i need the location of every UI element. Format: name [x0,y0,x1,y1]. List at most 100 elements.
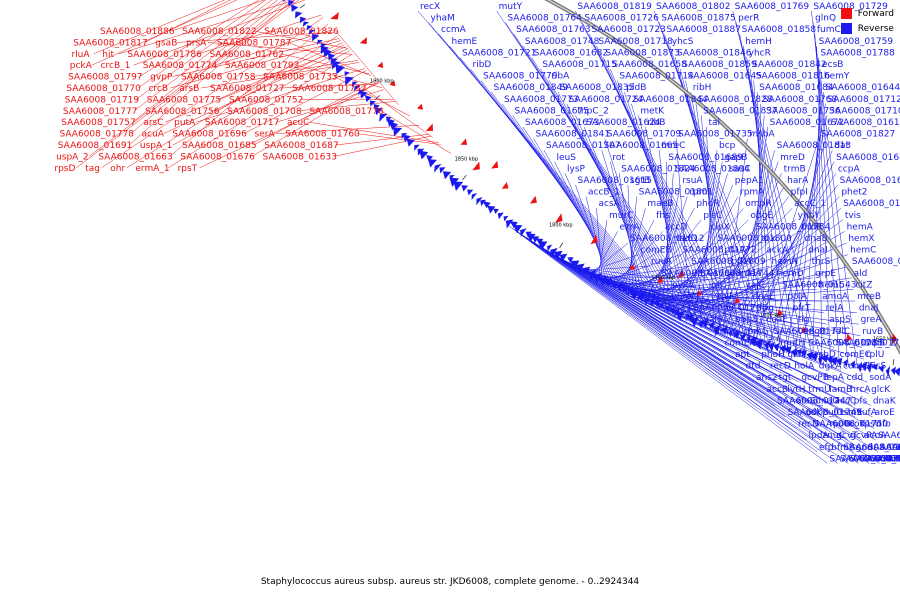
reverse-leader-line [649,196,688,306]
reverse-gene-arrow [308,29,316,35]
reverse-gene-label: ruvB [862,327,883,337]
reverse-leader-line [669,45,764,347]
forward-gene-label: SAA6008_01676 [180,152,255,162]
tick-mark [559,242,564,249]
reverse-gene-label: SAA6008_01665 [604,141,678,151]
reverse-gene-arrow [357,89,365,96]
forward-gene-label: SAA6008_01708 [227,107,302,117]
reverse-gene-arrow [637,294,645,302]
reverse-gene-label: polA [787,292,808,302]
reverse-leader-line [622,208,646,293]
reverse-gene-label: yhcS [672,37,694,47]
tick-label: 1650 kbp [873,336,897,342]
reverse-leader-line [756,103,761,345]
reverse-gene-label: SAA6008_01837 [703,106,777,116]
reverse-gene-label: SAA6008_01788 [820,48,895,58]
reverse-gene-label: SAA6008_01813 [777,141,851,151]
reverse-gene-label: accB [767,385,789,395]
reverse-gene-arrow [754,338,764,350]
reverse-gene-label: SAA6008_01827 [821,130,895,140]
reverse-gene-label: ackA [766,246,789,256]
reverse-gene-arrow [316,39,323,45]
reverse-leader-line [675,138,692,323]
reverse-gene-arrow [375,107,383,116]
reverse-gene-label: ribD [473,60,492,70]
reverse-leader-line [596,208,603,283]
reverse-gene-label: yhaM [431,14,455,24]
reverse-gene-arrow [426,155,434,162]
reverse-gene-label: gcvT [836,431,858,441]
reverse-gene-arrow [554,250,563,261]
reverse-gene-label: gcvPA [850,431,878,441]
reverse-gene-label: SAA6008_01624 [586,118,661,128]
reverse-gene-label: SAA6008_01801 [639,188,713,198]
forward-gene-label: SAA6008_01886 [100,27,175,37]
reverse-gene-label: SAA6008_01723 [591,25,665,35]
reverse-gene-arrow [480,199,487,207]
reverse-gene-arrow [673,309,680,316]
reverse-gene-label: recD [770,362,791,372]
forward-gene-arrow [845,333,852,343]
reverse-gene-label: SAA6008_01859 [682,60,757,70]
reverse-leader-line [575,184,612,287]
reverse-gene-label: SAA6008_01615 [578,176,652,186]
reverse-leader-line [628,196,637,296]
reverse-leader-line [491,92,648,305]
reverse-gene-label: SAA6008_01736 [766,106,841,116]
reverse-gene-arrow [487,205,496,214]
forward-gene-arrow [677,269,685,279]
reverse-gene-label: pulG [822,408,843,418]
reverse-gene-label: dnaK [873,396,897,406]
forward-gene-label: SAA6008_01696 [172,130,247,140]
reverse-gene-label: valS [704,315,723,325]
reverse-gene-label: dnaE [752,292,775,302]
reverse-leader-line [564,173,617,290]
reverse-gene-arrow [282,0,286,3]
reverse-gene-arrow [442,171,452,180]
forward-leader-line [163,48,348,134]
reverse-gene-arrow [653,300,661,307]
forward-gene-label: uspA_1 [140,141,173,151]
reverse-gene-arrow [708,322,715,330]
reverse-gene-label: dgkA [819,362,843,372]
reverse-gene-label: hemD [777,269,804,279]
reverse-gene-label: bfmB [831,443,855,453]
gene-labels: recX mutY SAA6008_01819 SAA6008_01802 SAA600… [54,2,900,464]
reverse-leader-line [682,242,847,320]
reverse-gene-label: pfpI [791,188,808,198]
reverse-leader-line [716,196,840,332]
forward-gene-arrow [389,80,396,87]
reverse-gene-arrow [360,90,368,99]
reverse-gene-label: hisS [868,362,887,372]
reverse-leader-line [664,208,744,312]
reverse-gene-label: SAA6008_01735 [678,130,752,140]
reverse-gene-label: lpdA [809,431,830,441]
forward-leader-line [199,83,379,169]
forward-gene-label: acuC [287,118,309,128]
reverse-leader-line [583,126,661,310]
reverse-gene-arrow [866,363,872,373]
reverse-gene-arrow [373,103,380,111]
reverse-leader-line [521,234,821,441]
reverse-leader-line [516,230,849,464]
forward-gene-arrow [472,161,480,171]
forward-leader-line [253,80,376,146]
reverse-gene-label: dnaI [808,246,828,256]
reverse-gene-arrow [890,366,896,376]
reverse-gene-label: ruvA [651,257,673,267]
forward-leader-line [139,0,260,77]
reverse-gene-label: SAA6008_01644 [826,83,900,93]
reverse-gene-label: hemN [772,257,799,267]
forward-gene-label: SAA6008_01775 [147,95,221,105]
forward-gene-label: gvpP [150,73,173,83]
reverse-gene-arrow [668,307,676,314]
reverse-gene-label: lepA [824,373,845,383]
forward-gene-label: putA [174,118,196,128]
reverse-leader-line [593,231,618,278]
reverse-gene-label: SAA6008_01729 [813,2,888,12]
forward-leader-line [101,17,324,169]
forward-leader-line [172,38,340,77]
reverse-gene-label: tvis [845,211,861,221]
reverse-gene-label: SAA6008_01809 [691,257,766,267]
reverse-gene-label: comGF [843,362,874,372]
